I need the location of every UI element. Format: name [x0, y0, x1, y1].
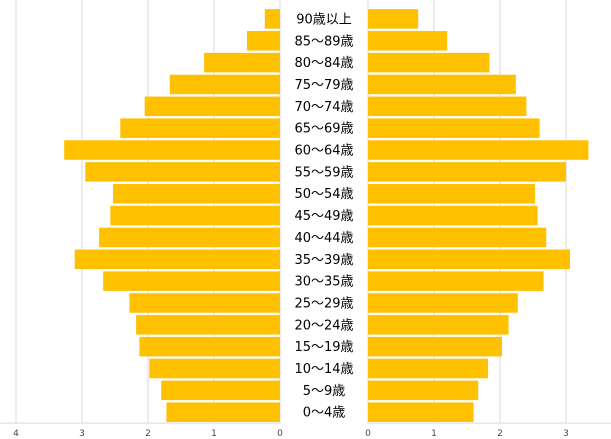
bar-right	[368, 52, 490, 73]
bar-right	[368, 336, 502, 357]
bar-left	[264, 9, 280, 29]
tick-label-left: 2	[145, 429, 151, 439]
bar-left	[74, 249, 281, 270]
bar-left	[149, 358, 280, 379]
bar-left	[139, 336, 280, 357]
bar-left	[247, 31, 280, 51]
age-group-label: 40〜44歳	[294, 231, 353, 246]
bar-right	[368, 358, 489, 379]
tick-label-left: 4	[13, 429, 19, 439]
bar-right	[368, 183, 535, 204]
axis-tick-labels: 4 3 2 1 0 0 1 2 3	[13, 429, 569, 439]
age-group-label: 35〜39歳	[294, 253, 353, 268]
bar-left	[85, 162, 280, 182]
bar-left	[99, 227, 280, 248]
tick-label-left: 1	[211, 429, 217, 439]
age-group-label: 70〜74歳	[294, 100, 353, 115]
age-group-label: 0〜4歳	[303, 406, 346, 421]
bar-left	[129, 293, 280, 313]
age-group-label: 55〜59歳	[294, 165, 353, 180]
bar-left	[136, 315, 280, 335]
age-group-label: 50〜54歳	[294, 187, 353, 202]
tick-label-right: 0	[365, 429, 371, 439]
age-group-label: 10〜14歳	[294, 362, 353, 377]
age-group-label: 80〜84歳	[294, 56, 353, 71]
bar-right	[368, 271, 544, 291]
bar-left	[120, 118, 280, 138]
age-group-label: 90歳以上	[296, 12, 352, 27]
bar-right	[368, 31, 448, 51]
bar-right	[368, 9, 419, 29]
tick-label-left: 3	[79, 429, 85, 439]
tick-label-right: 3	[563, 429, 569, 439]
age-group-label: 25〜29歳	[294, 296, 353, 311]
bar-left	[64, 140, 281, 160]
bar-right	[368, 74, 516, 95]
bar-right	[368, 402, 474, 422]
bar-right	[368, 293, 518, 313]
tick-label-left: 0	[277, 429, 283, 439]
bar-right	[368, 140, 589, 160]
tick-label-right: 1	[431, 429, 437, 439]
bar-right	[368, 227, 547, 248]
age-group-label: 85〜89歳	[294, 34, 353, 49]
bar-right	[368, 162, 566, 182]
bar-left	[103, 271, 281, 291]
left-bars	[64, 9, 281, 422]
bar-right	[368, 205, 538, 226]
bar-right	[368, 118, 540, 138]
age-group-label: 30〜35歳	[294, 275, 353, 290]
age-group-labels: 90歳以上 85〜89歳 80〜84歳 75〜79歳 70〜74歳 65〜69歳 60〜64…	[294, 12, 353, 420]
age-group-label: 45〜49歳	[294, 209, 353, 224]
bar-left	[113, 183, 281, 204]
age-group-label: 75〜79歳	[294, 78, 353, 93]
bar-left	[204, 52, 280, 73]
bar-right	[368, 249, 570, 270]
right-bars	[368, 9, 589, 422]
bar-right	[368, 380, 479, 401]
age-group-label: 20〜24歳	[294, 318, 353, 333]
bar-right	[368, 96, 527, 117]
age-group-label: 5〜9歳	[303, 384, 346, 399]
bar-left	[144, 96, 280, 117]
age-group-label: 65〜69歳	[294, 122, 353, 137]
bar-left	[161, 380, 280, 401]
age-group-label: 15〜19歳	[294, 340, 353, 355]
bar-right	[368, 315, 509, 335]
age-group-label: 60〜64歳	[294, 144, 353, 159]
bar-left	[169, 74, 280, 95]
bar-left	[110, 205, 280, 226]
bar-left	[166, 402, 280, 422]
tick-label-right: 2	[497, 429, 503, 439]
